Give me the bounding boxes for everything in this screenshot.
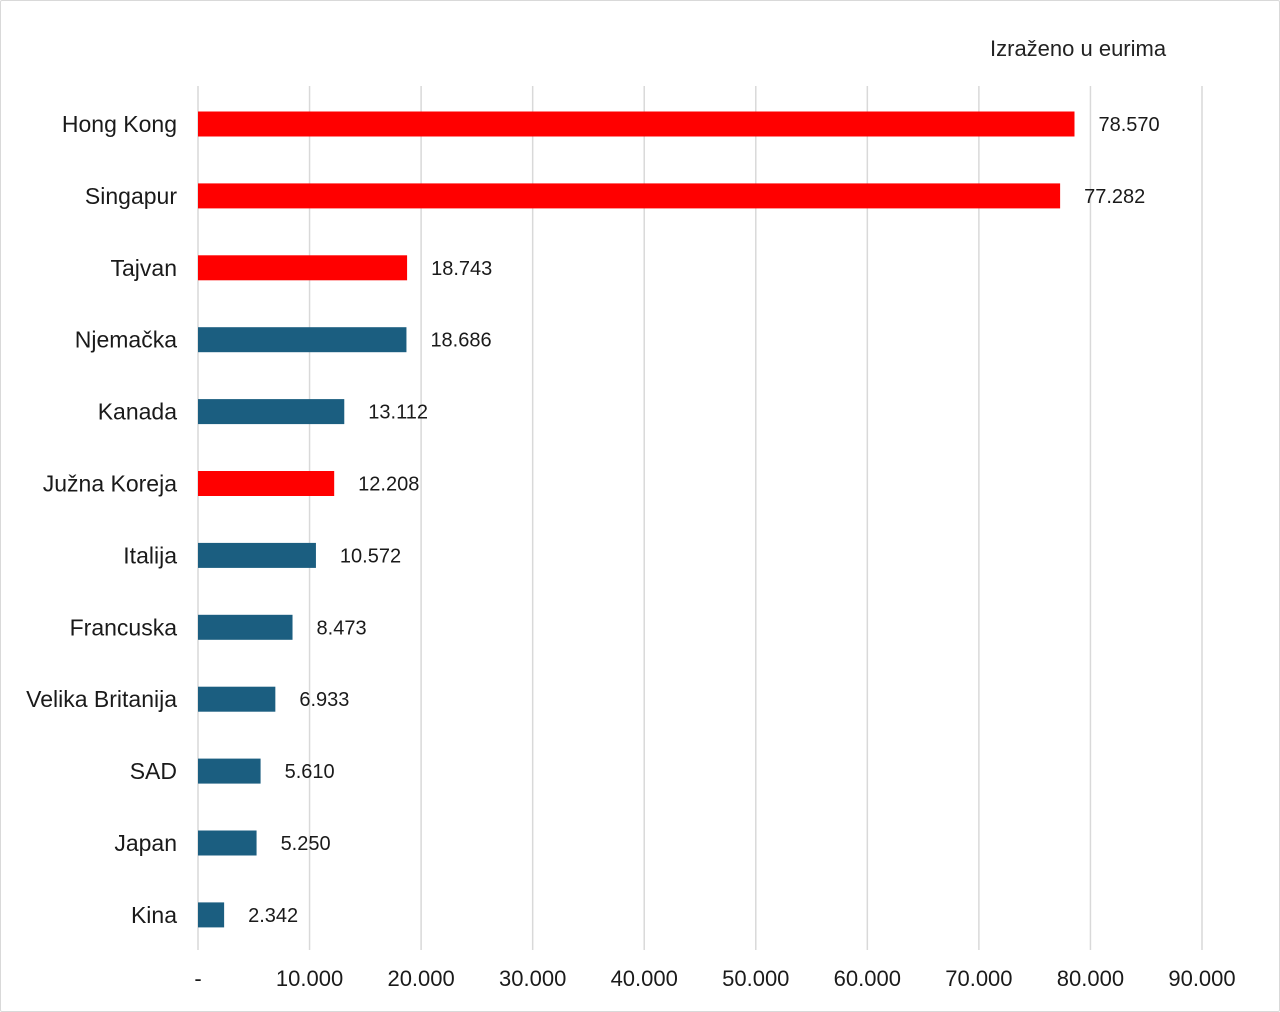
x-tick-label-8: 80.000 — [1057, 966, 1124, 991]
category-label-5: Južna Koreja — [43, 471, 177, 497]
category-label-6: Italija — [123, 542, 177, 568]
category-label-0: Hong Kong — [62, 111, 177, 137]
value-label-5: 12.208 — [358, 474, 419, 496]
x-tick-label-0: - — [194, 966, 201, 991]
unit-note: Izraženo u eurima — [990, 36, 1167, 61]
x-tick-labels: - 10.000 20.000 30.000 40.000 50.000 60.000 70.… — [194, 966, 1235, 991]
x-tick-label-7: 70.000 — [945, 966, 1012, 991]
bar-4 — [198, 399, 345, 425]
bar-1 — [198, 183, 1061, 209]
category-label-2: Tajvan — [111, 255, 177, 281]
value-label-6: 10.572 — [340, 545, 401, 567]
value-label-3: 18.686 — [430, 330, 491, 352]
x-tick-label-3: 30.000 — [499, 966, 566, 991]
bar-8 — [198, 686, 276, 712]
category-labels: Hong Kong Singapur Tajvan Njemačka Kanada Juž… — [26, 111, 177, 928]
x-tick-label-4: 40.000 — [611, 966, 678, 991]
category-label-9: SAD — [130, 758, 177, 784]
bar-0 — [198, 111, 1075, 137]
value-label-4: 13.112 — [368, 402, 428, 424]
value-label-10: 5.250 — [281, 833, 331, 855]
gridlines — [197, 86, 1203, 950]
bar-10 — [198, 830, 257, 856]
value-label-11: 2.342 — [248, 905, 298, 927]
category-label-1: Singapur — [85, 183, 177, 209]
category-label-7: Francuska — [70, 614, 178, 640]
bar-5 — [198, 471, 335, 496]
value-label-8: 6.933 — [299, 689, 349, 711]
value-label-1: 77.282 — [1084, 186, 1145, 208]
category-label-8: Velika Britanija — [26, 686, 177, 712]
bar-9 — [198, 758, 261, 784]
x-tick-label-5: 50.000 — [722, 966, 789, 991]
bars — [198, 111, 1075, 928]
value-label-0: 78.570 — [1098, 114, 1159, 136]
bar-6 — [198, 542, 316, 568]
x-tick-label-6: 60.000 — [834, 966, 901, 991]
category-label-3: Njemačka — [75, 327, 177, 353]
x-tick-label-2: 20.000 — [387, 966, 454, 991]
bar-7 — [198, 614, 293, 640]
value-label-7: 8.473 — [317, 617, 367, 639]
value-label-9: 5.610 — [285, 761, 335, 783]
x-tick-label-9: 90.000 — [1168, 966, 1235, 991]
category-label-4: Kanada — [98, 399, 178, 425]
category-label-10: Japan — [114, 830, 177, 856]
bar-3 — [198, 327, 407, 353]
x-tick-label-1: 10.000 — [276, 966, 343, 991]
bar-2 — [198, 255, 408, 281]
category-label-11: Kina — [131, 902, 177, 928]
bar-11 — [198, 902, 225, 928]
value-label-2: 18.743 — [431, 258, 492, 280]
value-labels: 78.570 77.282 18.743 18.686 13.112 12.208 10.5… — [248, 114, 1160, 927]
